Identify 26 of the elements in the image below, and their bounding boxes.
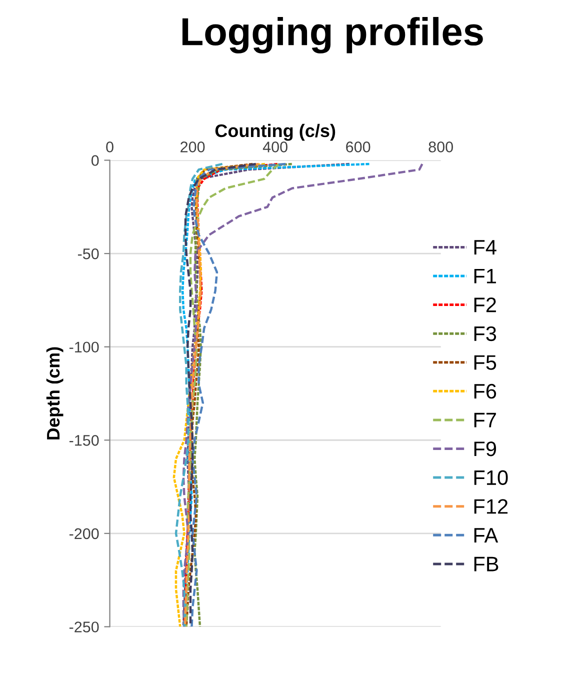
legend-label: F12 [474, 499, 508, 514]
legend-label: F7 [474, 412, 496, 428]
legend-label: F3 [474, 326, 496, 342]
y-tick-label: -150 [69, 434, 99, 446]
y-axis-title: Depth (cm) [46, 347, 64, 440]
y-tick-label: -100 [69, 342, 99, 353]
y-tick-label: -200 [69, 528, 99, 540]
legend-label: F9 [474, 442, 496, 456]
legend-label: FA [474, 528, 498, 542]
legend-label: F1 [474, 268, 496, 284]
legend-label: F5 [474, 355, 496, 370]
x-tick-label: 800 [428, 142, 453, 152]
legend-label: F4 [474, 240, 496, 254]
x-tick-label: 200 [180, 142, 205, 152]
chart-title: Logging profiles [182, 16, 483, 54]
legend-label: F10 [474, 470, 508, 486]
y-tick-label: -250 [69, 622, 99, 632]
x-tick-label: 0 [106, 142, 114, 152]
y-tick-label: -50 [78, 248, 99, 260]
legend-label: F2 [474, 298, 496, 312]
y-tick-label: 0 [91, 155, 99, 166]
x-tick-label: 600 [346, 142, 370, 152]
legend-label: F6 [474, 384, 496, 399]
x-tick-label: 400 [262, 142, 288, 152]
x-axis-title: Counting (c/s) [215, 124, 336, 141]
legend-label: FB [474, 556, 498, 572]
